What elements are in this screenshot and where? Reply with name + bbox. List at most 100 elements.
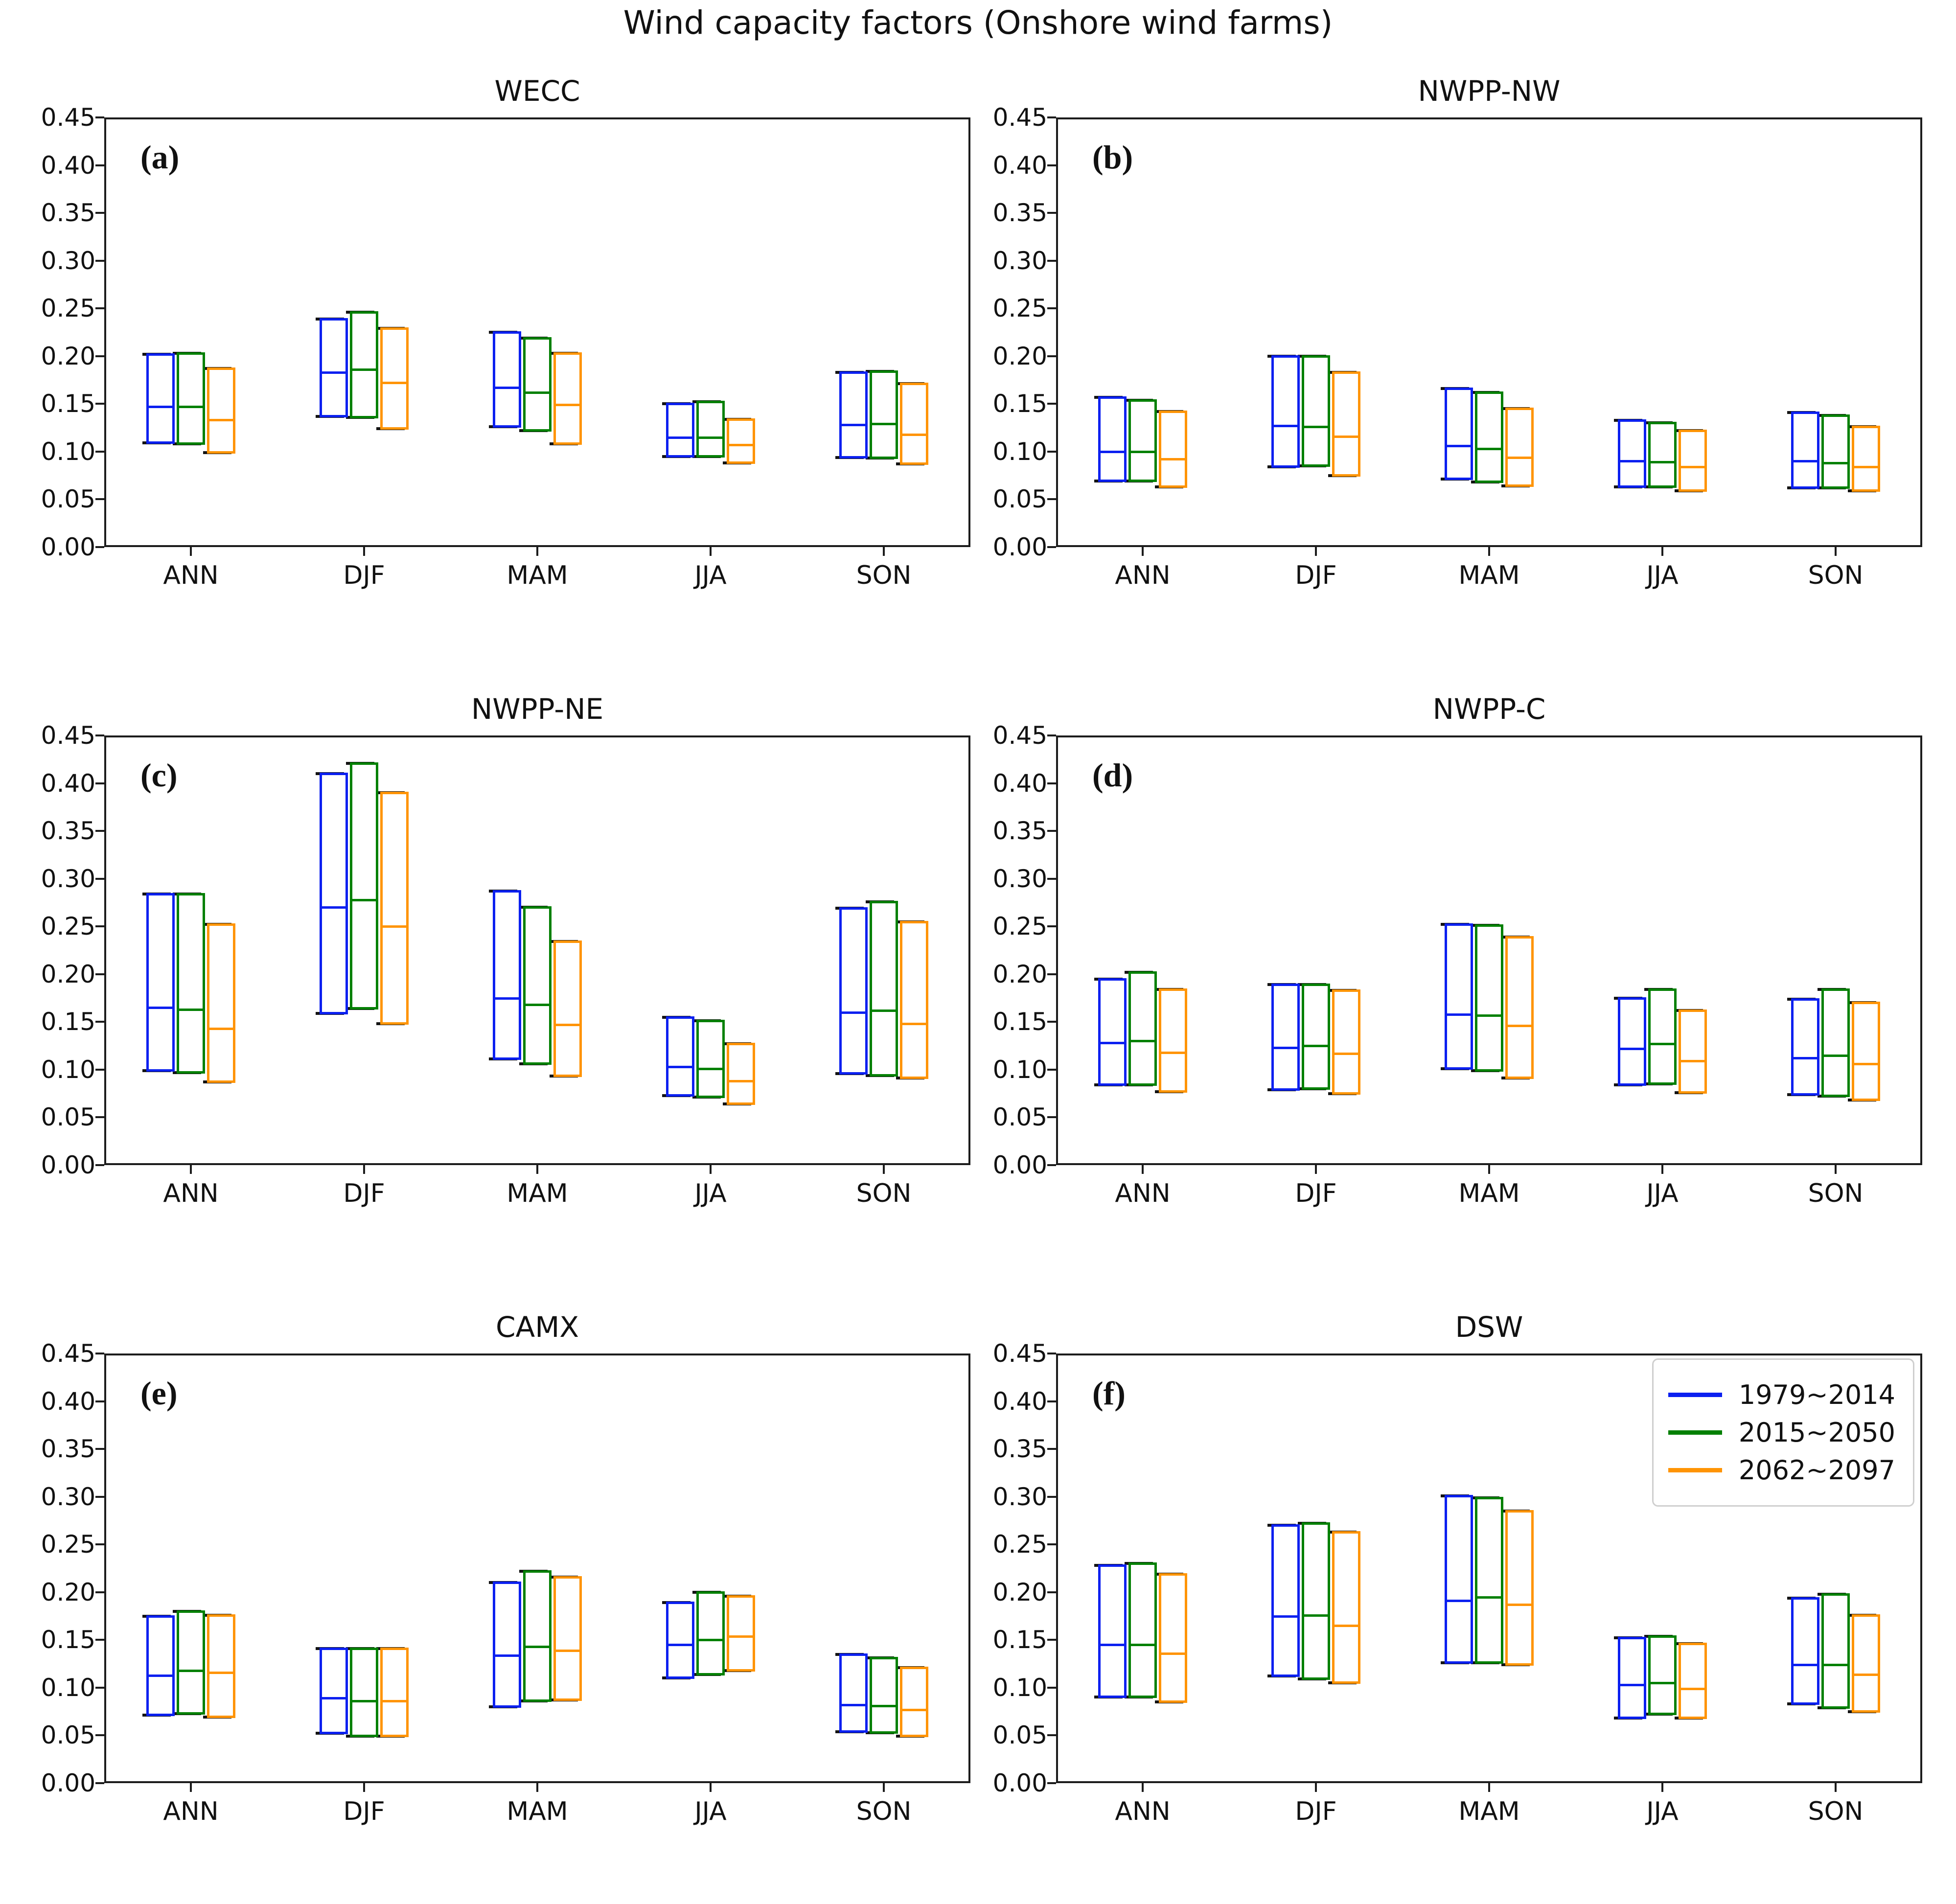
box-nwpp-nw-mam-1979~2014 xyxy=(1441,387,1473,481)
box-median-line xyxy=(553,1024,582,1027)
y-tick-label: 0.40 xyxy=(41,1387,95,1416)
plot-frame xyxy=(104,1353,970,1783)
box-nwpp-ne-djf-2062~2097 xyxy=(376,791,409,1026)
box-median-line xyxy=(696,1639,725,1642)
y-tick-label: 0.35 xyxy=(992,1435,1047,1464)
box-wecc-ann-1979~2014 xyxy=(142,352,175,445)
x-tick-label-ann: ANN xyxy=(1115,1797,1171,1826)
x-tick-label-mam: MAM xyxy=(1458,1179,1520,1208)
box-nwpp-ne-ann-1979~2014 xyxy=(142,892,175,1072)
box-range-outline xyxy=(1271,355,1300,468)
y-tick-mark xyxy=(95,212,104,214)
box-range-outline xyxy=(1159,410,1187,488)
box-range-outline xyxy=(1332,371,1360,477)
x-tick-label-ann: ANN xyxy=(1115,561,1171,590)
plot-frame xyxy=(104,117,970,547)
y-tick-mark xyxy=(1047,1639,1056,1641)
box-median-line xyxy=(1648,1043,1677,1046)
box-median-line xyxy=(1791,1664,1819,1667)
x-tick-label-djf: DJF xyxy=(1295,1797,1337,1826)
x-tick-label-mam: MAM xyxy=(1458,561,1520,590)
x-tick-label-jja: JJA xyxy=(1646,1797,1679,1826)
box-range-outline xyxy=(177,352,205,445)
box-range-outline xyxy=(320,318,348,417)
box-dsw-jja-2062~2097 xyxy=(1675,1642,1707,1720)
box-dsw-mam-1979~2014 xyxy=(1441,1494,1473,1665)
box-median-line xyxy=(727,1080,755,1083)
box-nwpp-nw-jja-1979~2014 xyxy=(1614,418,1646,489)
box-nwpp-ne-son-2062~2097 xyxy=(896,920,928,1080)
box-range-outline xyxy=(350,762,378,1009)
box-median-line xyxy=(146,1007,175,1009)
y-tick-label: 0.05 xyxy=(41,485,95,514)
y-tick-label: 0.40 xyxy=(992,769,1047,798)
box-median-line xyxy=(380,382,409,385)
box-range-outline xyxy=(727,1043,755,1105)
box-median-line xyxy=(207,1027,235,1030)
box-range-outline xyxy=(350,1647,378,1738)
y-tick-mark xyxy=(95,403,104,405)
box-nwpp-c-djf-2062~2097 xyxy=(1328,988,1360,1095)
box-range-outline xyxy=(1618,997,1646,1086)
box-median-line xyxy=(1271,1047,1300,1049)
x-tick-label-ann: ANN xyxy=(1115,1179,1171,1208)
y-tick-mark xyxy=(1047,1068,1056,1071)
y-tick-label: 0.40 xyxy=(992,151,1047,180)
y-tick-label: 0.15 xyxy=(41,1626,95,1654)
y-tick-mark xyxy=(95,307,104,310)
box-median-line xyxy=(350,1700,378,1703)
y-tick-mark xyxy=(1047,1116,1056,1119)
box-median-line xyxy=(900,433,928,436)
box-dsw-son-2015~2050 xyxy=(1818,1592,1850,1709)
box-median-line xyxy=(380,1700,409,1703)
y-tick-mark xyxy=(1047,1591,1056,1593)
panel-title: NWPP-C xyxy=(1432,692,1546,726)
y-tick-label: 0.45 xyxy=(41,1339,95,1368)
y-tick-mark xyxy=(95,1591,104,1593)
y-tick-label: 0.20 xyxy=(992,960,1047,988)
y-tick-mark xyxy=(95,925,104,928)
box-nwpp-c-mam-2015~2050 xyxy=(1471,924,1503,1072)
panel-letter-label: (a) xyxy=(140,138,180,176)
box-camx-mam-2062~2097 xyxy=(550,1575,582,1702)
y-tick-label: 0.45 xyxy=(992,721,1047,750)
box-range-outline xyxy=(207,367,235,454)
y-tick-label: 0.20 xyxy=(992,1578,1047,1606)
box-nwpp-c-mam-1979~2014 xyxy=(1441,923,1473,1070)
box-nwpp-ne-mam-2062~2097 xyxy=(550,940,582,1078)
box-median-line xyxy=(696,1067,725,1070)
x-tick-mark xyxy=(1661,1165,1663,1174)
legend-box: 1979~2014 2015~2050 2062~2097 xyxy=(1652,1358,1914,1507)
box-nwpp-nw-mam-2015~2050 xyxy=(1471,390,1503,484)
box-range-outline xyxy=(1852,1614,1880,1713)
box-median-line xyxy=(900,1708,928,1711)
box-nwpp-ne-jja-2015~2050 xyxy=(692,1019,725,1099)
y-tick-mark xyxy=(1047,355,1056,357)
panel-letter-label: (c) xyxy=(140,757,178,794)
y-tick-mark xyxy=(1047,450,1056,453)
x-tick-mark xyxy=(363,1165,365,1174)
plot-frame xyxy=(1056,117,1922,547)
box-range-outline xyxy=(320,773,348,1014)
box-median-line xyxy=(1791,1057,1819,1060)
y-tick-mark xyxy=(95,1686,104,1689)
box-camx-ann-1979~2014 xyxy=(142,1614,175,1717)
panel-letter-label: (d) xyxy=(1092,757,1133,794)
y-tick-label: 0.40 xyxy=(41,769,95,798)
box-median-line xyxy=(523,1645,552,1648)
box-range-outline xyxy=(1475,1496,1503,1664)
y-tick-label: 0.10 xyxy=(41,1055,95,1084)
box-range-outline xyxy=(839,371,868,459)
box-median-line xyxy=(207,1671,235,1674)
box-median-line xyxy=(666,1066,694,1069)
y-tick-label: 0.30 xyxy=(41,864,95,893)
box-median-line xyxy=(146,1674,175,1677)
y-tick-mark xyxy=(1047,1400,1056,1402)
y-tick-mark xyxy=(1047,164,1056,166)
box-median-line xyxy=(696,436,725,439)
x-tick-mark xyxy=(1661,547,1663,556)
box-range-outline xyxy=(380,792,409,1025)
box-median-line xyxy=(493,997,521,1000)
x-tick-label-ann: ANN xyxy=(163,1797,219,1826)
box-nwpp-ne-jja-1979~2014 xyxy=(662,1015,694,1097)
